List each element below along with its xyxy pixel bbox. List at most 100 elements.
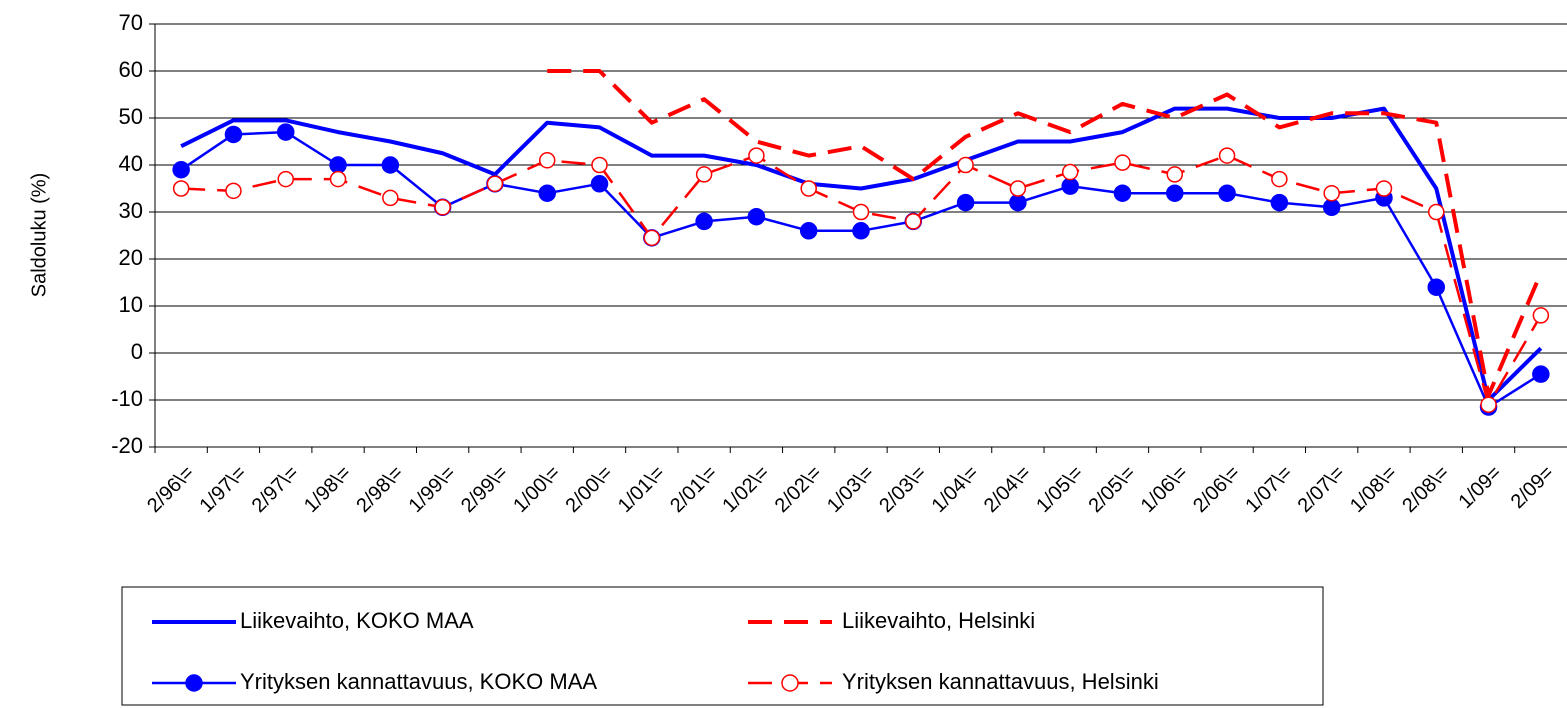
x-tick-label: 2/09=	[1507, 462, 1558, 513]
y-tick-label: 70	[119, 10, 143, 35]
y-tick-label: -10	[111, 386, 143, 411]
x-tick-label: 2/97\=	[248, 462, 303, 517]
data-point	[957, 156, 974, 174]
series-line	[181, 154, 1542, 406]
data-point	[1166, 166, 1184, 183]
x-tick-label: 1/02\=	[718, 462, 773, 517]
y-tick-label: 0	[131, 339, 143, 364]
data-point	[1061, 163, 1079, 181]
data-point	[1218, 147, 1236, 164]
x-tick-label: 2/98\=	[352, 462, 407, 517]
data-point	[329, 156, 347, 174]
series-line	[180, 130, 1542, 409]
data-point	[329, 170, 347, 188]
data-point	[1271, 170, 1288, 188]
x-tick-label: 2/96\=	[143, 462, 198, 517]
data-point	[1009, 193, 1027, 212]
x-tick-label: 1/00\=	[509, 462, 564, 517]
data-point	[1323, 184, 1340, 202]
x-tick-label: 2/06\=	[1189, 462, 1244, 517]
legend-box	[121, 586, 1324, 706]
x-tick-label: 1/07\=	[1241, 462, 1296, 517]
data-point	[590, 175, 609, 193]
data-point	[799, 222, 818, 240]
y-tick-label: 40	[119, 151, 143, 176]
x-tick-label: 1/05\=	[1032, 462, 1087, 517]
data-point	[276, 123, 295, 141]
data-point	[1532, 365, 1550, 383]
data-point	[1322, 198, 1341, 217]
series-line	[547, 69, 1543, 398]
x-tick-label: 1/04\=	[928, 462, 983, 517]
data-point	[800, 180, 817, 197]
x-tick-label: 1/09=	[1454, 462, 1505, 513]
data-point	[1061, 177, 1079, 195]
legend-label: Liikevaihto, Helsinki	[842, 608, 1035, 633]
x-tick-label: 2/01\=	[666, 462, 721, 517]
data-point	[1114, 154, 1131, 171]
data-point	[1427, 278, 1446, 296]
legend-label: Yrityksen kannattavuus, KOKO MAA	[240, 669, 597, 694]
data-point	[381, 156, 400, 174]
legend-label: Liikevaihto, KOKO MAA	[240, 608, 474, 633]
data-point	[434, 199, 451, 216]
x-tick-label: 2/03\=	[875, 462, 930, 517]
data-point	[747, 207, 766, 226]
data-point	[852, 222, 870, 240]
x-tick-label: 2/07\=	[1294, 462, 1349, 517]
data-point	[277, 170, 294, 188]
data-point	[1532, 307, 1550, 324]
data-point	[1375, 180, 1393, 197]
x-tick-label: 2/05\=	[1084, 462, 1139, 517]
data-point	[1428, 203, 1445, 221]
x-tick-label: 1/97\=	[195, 462, 250, 517]
data-point	[224, 125, 243, 144]
data-point	[1113, 184, 1132, 202]
series-line	[180, 106, 1543, 402]
data-point	[1218, 184, 1236, 202]
x-tick-label: 2/02\=	[771, 462, 826, 517]
data-point	[1009, 180, 1027, 197]
data-point	[956, 193, 975, 212]
y-tick-label: 10	[119, 292, 143, 317]
data-point	[1480, 396, 1497, 413]
x-tick-label: 2/99\=	[457, 462, 512, 517]
x-tick-label: 1/03\=	[823, 462, 878, 517]
x-tick-label: 1/99\=	[405, 462, 460, 517]
data-point	[1166, 184, 1184, 202]
x-tick-label: 1/98\=	[300, 462, 355, 517]
legend-marker	[781, 674, 799, 692]
x-tick-label: 1/06\=	[1137, 462, 1192, 517]
legend-marker	[185, 674, 203, 692]
legend-label: Yrityksen kannattavuus, Helsinki	[842, 669, 1159, 694]
data-point	[382, 189, 399, 207]
y-tick-label: -20	[111, 433, 143, 458]
data-point	[695, 166, 713, 183]
data-point	[538, 184, 556, 202]
x-tick-label: 2/08\=	[1398, 462, 1453, 517]
data-point	[852, 203, 870, 221]
y-tick-label: 60	[119, 57, 143, 82]
data-point	[1270, 193, 1289, 212]
data-point	[643, 229, 661, 247]
y-axis-label: Saldoluku (%)	[28, 173, 50, 298]
data-point	[748, 147, 765, 164]
data-point	[905, 213, 922, 230]
data-point	[486, 175, 504, 193]
data-point	[591, 156, 608, 174]
x-tick-label: 1/08\=	[1346, 462, 1401, 517]
data-point	[695, 212, 713, 231]
y-tick-label: 30	[119, 198, 143, 223]
data-point	[538, 152, 556, 169]
y-tick-label: 50	[119, 104, 143, 129]
data-point	[225, 182, 242, 200]
plot	[172, 69, 1550, 416]
data-point	[172, 160, 190, 179]
x-tick-label: 2/00\=	[562, 462, 617, 517]
data-point	[172, 180, 190, 197]
x-tick-label: 2/04\=	[980, 462, 1035, 517]
y-tick-label: 20	[119, 245, 143, 270]
x-tick-label: 1/01\=	[614, 462, 669, 517]
